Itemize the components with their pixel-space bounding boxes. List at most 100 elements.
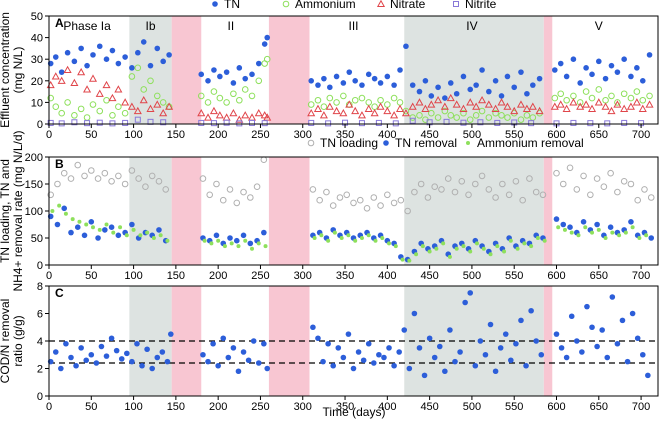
- tn-loading-point: [444, 175, 452, 182]
- cod-n-ratio-point: [421, 372, 428, 379]
- cod-n-ratio-point: [431, 354, 438, 361]
- nitrate-point: [127, 102, 136, 110]
- ammonium-point: [159, 99, 167, 106]
- cod-n-ratio-point: [477, 338, 484, 344]
- cod-n-ratio-point: [225, 354, 232, 361]
- tn-point: [518, 69, 524, 75]
- tn-removal-point: [102, 227, 108, 233]
- tn-point: [217, 73, 223, 80]
- cod-n-ratio-point: [609, 294, 616, 300]
- ammonium-point: [447, 112, 455, 119]
- cod-n-ratio-point: [52, 349, 59, 355]
- cod-n-ratio-point: [457, 349, 463, 355]
- cod-n-ratio-point: [452, 358, 458, 365]
- ammonium-point: [627, 94, 635, 102]
- tn-removal-point: [227, 235, 233, 241]
- x-tick-label: 350: [336, 270, 354, 282]
- ammonium-removal-point: [104, 222, 109, 227]
- nitrate-point: [203, 113, 213, 121]
- nitrite-point: [325, 120, 332, 127]
- legend-label: Nitrite: [465, 0, 497, 11]
- y-tick-label: 10: [31, 97, 43, 109]
- cod-n-ratio-point: [73, 362, 79, 369]
- x-tick-label: 0: [46, 129, 52, 141]
- legend-marker-ammonium: [282, 0, 290, 8]
- nitrite-point: [308, 119, 315, 126]
- ammonium-removal-point: [209, 241, 214, 246]
- panel-c: 0 2 4 6 8 0 50 100 150 200 250 300 350 400 450 500 550 60…: [0, 281, 659, 413]
- ammonium-point: [47, 94, 54, 102]
- tn-loading-point: [539, 191, 547, 199]
- ammonium-removal-point: [332, 230, 337, 235]
- tn-point: [166, 52, 172, 58]
- ammonium-removal-point: [339, 236, 344, 240]
- tn-loading-point: [411, 188, 418, 196]
- nitrite-point: [375, 119, 382, 126]
- y-tick-label: 0: [37, 391, 43, 403]
- tn-loading-point: [593, 175, 601, 182]
- ammonium-point: [204, 99, 212, 106]
- ammonium-removal-point: [610, 230, 615, 235]
- nitrate-point: [601, 102, 610, 110]
- ammonium-removal-point: [542, 238, 547, 243]
- tn-point: [447, 80, 454, 86]
- ammonium-removal-point: [434, 246, 439, 251]
- tn-loading-point: [404, 207, 411, 215]
- tn-loading-point: [54, 180, 61, 188]
- cod-n-ratio-point: [406, 365, 413, 372]
- tn-point: [71, 58, 78, 65]
- tn-point: [557, 60, 564, 67]
- nitrite-point: [587, 120, 594, 127]
- panel-b-axes: 0 50 100 150 200 0 50 100 150 200 250 300 350 400 450 5…: [25, 152, 659, 282]
- tn-loading-point: [519, 196, 526, 204]
- ammonium-point: [633, 88, 641, 95]
- tn-loading-point: [135, 175, 142, 182]
- x-tick-label: 450: [420, 270, 438, 282]
- cod-n-ratio-point: [210, 340, 216, 347]
- cod-n-ratio-point: [574, 338, 580, 344]
- cod-n-ratio-point: [113, 347, 120, 354]
- ammonium-removal-point: [447, 254, 452, 259]
- tn-loading-point: [532, 188, 540, 196]
- cod-n-ratio-point: [462, 299, 468, 306]
- ammonium-point: [576, 99, 584, 106]
- nitrate-point: [427, 100, 436, 108]
- tn-point: [583, 65, 589, 71]
- x-tick-label: 400: [378, 270, 396, 282]
- y-axis-title: ratio (g/g): [11, 315, 25, 366]
- ammonium-removal-point: [243, 238, 248, 243]
- tn-loading-point: [162, 186, 170, 193]
- ammonium-point: [551, 94, 559, 102]
- ammonium-removal-point: [353, 238, 358, 243]
- cod-n-ratio-point: [250, 338, 257, 344]
- tn-point: [64, 49, 71, 56]
- x-tick-label: 550: [505, 129, 523, 141]
- ammonium-point: [582, 88, 590, 95]
- cod-n-ratio-point: [371, 360, 377, 366]
- nitrate-point: [459, 104, 468, 112]
- legend-label: TN loading: [320, 136, 378, 150]
- tn-loading-point: [233, 199, 241, 207]
- tn-point: [359, 82, 365, 88]
- cod-n-ratio-point: [98, 343, 105, 350]
- ammonium-removal-point: [70, 217, 75, 222]
- tn-point: [140, 39, 147, 45]
- nitrate-point: [535, 106, 544, 115]
- x-tick-label: 650: [590, 270, 608, 282]
- cod-n-ratio-point: [401, 327, 408, 333]
- nitrate-point: [497, 98, 506, 106]
- x-tick-label: 500: [463, 270, 481, 282]
- ammonium-point: [121, 109, 129, 117]
- tn-point: [628, 73, 634, 80]
- ammonium-point: [236, 96, 243, 104]
- tn-removal-point: [628, 219, 634, 225]
- ammonium-removal-point: [502, 249, 507, 254]
- nitrate-point: [484, 100, 493, 108]
- tn-loading-point: [478, 172, 486, 180]
- x-tick-label: 50: [85, 401, 97, 413]
- panel-b-labels: B TN loading, TN and NH4+ removal rate (mg…: [0, 130, 64, 291]
- cod-n-ratio-point: [629, 310, 636, 317]
- ammonium-removal-point: [124, 233, 129, 238]
- tn-loading-point: [219, 196, 227, 204]
